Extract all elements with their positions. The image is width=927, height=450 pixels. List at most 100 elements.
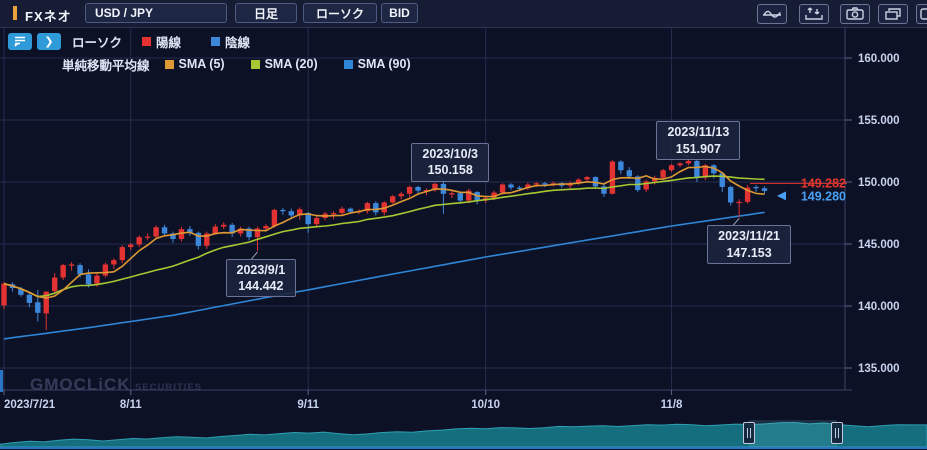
candle-body (575, 179, 582, 184)
candle-body (364, 203, 371, 212)
candle-body (85, 274, 92, 285)
candle-body (288, 211, 294, 216)
candle-body (415, 186, 421, 191)
bearish-color-swatch (211, 36, 221, 46)
candle-body (1, 283, 7, 306)
candle-body (508, 184, 514, 188)
candle-body (457, 193, 463, 201)
candle-body (221, 224, 227, 227)
candle-body (609, 161, 616, 194)
gridlines (0, 28, 845, 390)
candle-body (643, 181, 649, 190)
candle-body (499, 184, 506, 193)
candle-body (187, 229, 193, 233)
candle-body (491, 192, 497, 199)
candle-body (161, 227, 168, 234)
x-axis-label: 10/10 (471, 399, 500, 411)
expand-chevron-icon[interactable]: ❯ (37, 32, 61, 50)
legend-row-candle: ❯ ローソク 陽線 陰線 (8, 31, 427, 51)
annotation-date: 2023/11/21 (718, 229, 781, 244)
sma5-line (3, 165, 765, 299)
candle-body (432, 183, 438, 191)
annotation-connector (732, 217, 740, 226)
sma20-color-swatch (250, 59, 260, 69)
candle-body (280, 209, 286, 212)
sma5-color-swatch (164, 59, 174, 69)
y-axis-label: 145.000 (858, 239, 900, 251)
bid-ask-button[interactable]: BID (381, 3, 418, 23)
navigator-selected-range (749, 420, 837, 447)
timeframe-button[interactable]: 日足 (235, 3, 297, 23)
data-transfer-icon[interactable] (799, 4, 829, 24)
axes (0, 28, 852, 395)
candle-body (449, 193, 455, 195)
left-edge-marker (0, 370, 3, 392)
annotation-date: 2023/9/1 (236, 262, 286, 277)
annotation-price: 150.158 (427, 163, 473, 178)
candle-body (263, 226, 269, 229)
candle-body (533, 183, 540, 185)
sma5-label: SMA (5) (178, 57, 225, 71)
annotation-date: 2023/11/13 (667, 125, 730, 140)
annotation-2023-9-1: 2023/9/1 144.442 (225, 258, 297, 298)
sma20-line (3, 175, 765, 298)
candle-body (271, 209, 278, 227)
symbol-select[interactable]: USD / JPY (85, 3, 227, 23)
sma90-label: SMA (90) (357, 57, 411, 71)
indicator-wave-icon[interactable] (757, 4, 787, 24)
candle-body (406, 186, 413, 194)
sma20-label: SMA (20) (264, 57, 318, 71)
candle-body (728, 186, 734, 203)
candle-body (111, 260, 117, 265)
scrollbar-track[interactable] (0, 447, 927, 449)
candle-body (618, 161, 624, 171)
toolbar: FXネオ USD / JPY 日足 ローソク BID (0, 0, 927, 28)
candle-body (373, 203, 379, 213)
y-axis-label: 160.000 (858, 53, 900, 65)
candle-body (305, 213, 311, 225)
annotation-2023-11-21: 2023/11/21 147.153 (707, 225, 792, 264)
candle-body (744, 187, 751, 202)
candle-body (178, 229, 185, 240)
price-label-upper: 149.282 (801, 176, 846, 190)
navigator-right-handle[interactable] (831, 422, 843, 444)
candle-body (26, 294, 33, 303)
bullish-color-swatch (142, 36, 152, 46)
candle-body (52, 277, 58, 292)
candle-body (204, 233, 210, 246)
candle-body (330, 213, 337, 215)
candle-body (119, 247, 125, 261)
comment-icon[interactable] (8, 32, 32, 50)
y-axis-label: 155.000 (858, 115, 900, 127)
candle-body (761, 188, 768, 191)
windows-icon[interactable] (878, 4, 908, 24)
candle-body (43, 291, 49, 314)
y-axis-label: 140.000 (858, 301, 900, 313)
range-navigator[interactable] (0, 420, 927, 447)
bearish-label: 陰線 (225, 35, 251, 50)
candle-body (635, 176, 641, 191)
current-price-arrow-icon (777, 191, 786, 201)
camera-icon[interactable] (840, 4, 870, 24)
partial-icon[interactable] (916, 4, 927, 24)
sma90-color-swatch (343, 59, 353, 69)
navigator-left-handle[interactable] (743, 422, 755, 444)
chart-type-button[interactable]: ローソク (303, 3, 377, 23)
candle-body (677, 163, 683, 166)
annotation-2023-11-13: 2023/11/13 151.907 (656, 121, 741, 160)
candle-body (170, 233, 176, 240)
annotation-price: 144.442 (238, 279, 284, 294)
candle-body (195, 232, 202, 246)
sma90-line (3, 211, 765, 340)
annotation-price: 151.907 (675, 141, 721, 156)
candle-body (144, 236, 151, 238)
candle-body (542, 183, 548, 185)
candle-body (398, 193, 404, 197)
y-axis-label: 135.000 (858, 363, 900, 375)
candle-body (153, 227, 159, 237)
candle-body (694, 160, 700, 178)
candle-body (719, 173, 725, 187)
app-title: FXネオ (25, 9, 72, 24)
candle-body (626, 170, 632, 177)
candle-body (736, 201, 742, 204)
